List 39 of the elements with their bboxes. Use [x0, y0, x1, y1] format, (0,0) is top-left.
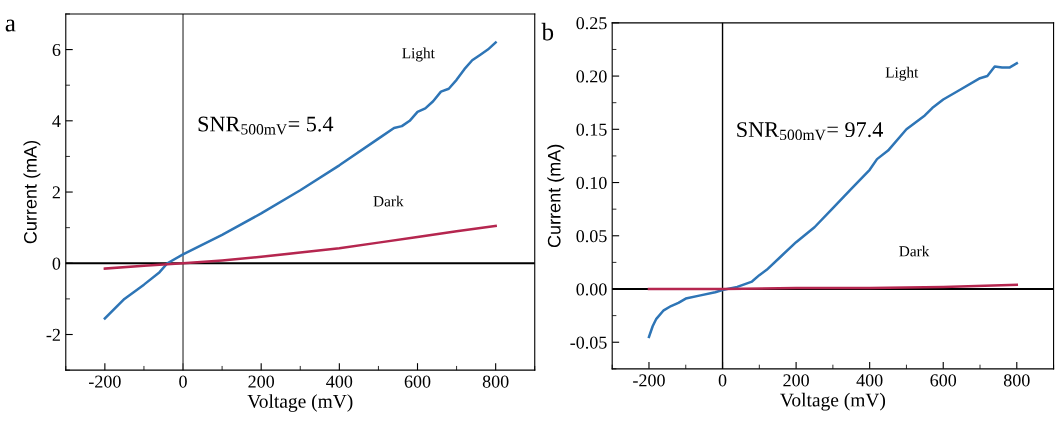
- y-tick-label: 2: [52, 186, 60, 199]
- y-axis-title: Current (mA): [23, 140, 41, 244]
- y-tick-label: 4: [52, 115, 61, 128]
- x-tick-label: -200: [633, 374, 665, 387]
- x-tick-label: 800: [482, 375, 509, 388]
- y-tick-label: -2: [46, 328, 60, 341]
- x-axis-title: Voltage (mV): [247, 394, 353, 412]
- y-tick-label: 0.20: [576, 70, 607, 83]
- x-tick-label: 600: [404, 375, 431, 388]
- x-tick-label: 800: [1003, 374, 1030, 387]
- x-tick-label: -200: [88, 375, 121, 388]
- y-axis-title: Current (mA): [547, 144, 565, 248]
- line-series: [103, 41, 497, 320]
- x-tick-label: 0: [718, 374, 727, 387]
- x-tick-label: 600: [930, 374, 957, 387]
- y-tick-label: 0.10: [576, 176, 607, 190]
- chart-title: a: [5, 19, 16, 32]
- x-tick-label: 0: [179, 375, 187, 388]
- x-tick-label: 400: [326, 375, 353, 388]
- x-tick-label: 200: [783, 374, 809, 387]
- y-tick-label: 0.05: [576, 230, 607, 243]
- x-tick-label: 200: [248, 375, 275, 388]
- series-label: Light: [402, 47, 435, 62]
- line-series: [103, 224, 497, 270]
- x-axis-title: Voltage (mV): [780, 392, 886, 411]
- chart-title: b: [541, 22, 554, 41]
- annotation: SNR$_{500mV}$= 5.4: [198, 116, 334, 135]
- line-series: [647, 62, 1019, 339]
- text: Dark: [373, 195, 404, 207]
- text: Dark: [899, 245, 930, 257]
- y-tick-label: 0.25: [576, 17, 607, 30]
- y-tick-label: 0: [52, 257, 61, 270]
- series-label: Light: [885, 66, 919, 81]
- x-tick-label: 400: [856, 374, 883, 387]
- y-tick-label: 6: [52, 43, 61, 57]
- y-tick-label: -0.05: [570, 336, 607, 349]
- y-tick-label: 0.00: [576, 283, 607, 296]
- y-tick-label: 0.15: [576, 123, 607, 136]
- annotation: SNR$_{500mV}$= 97.4: [737, 122, 883, 141]
